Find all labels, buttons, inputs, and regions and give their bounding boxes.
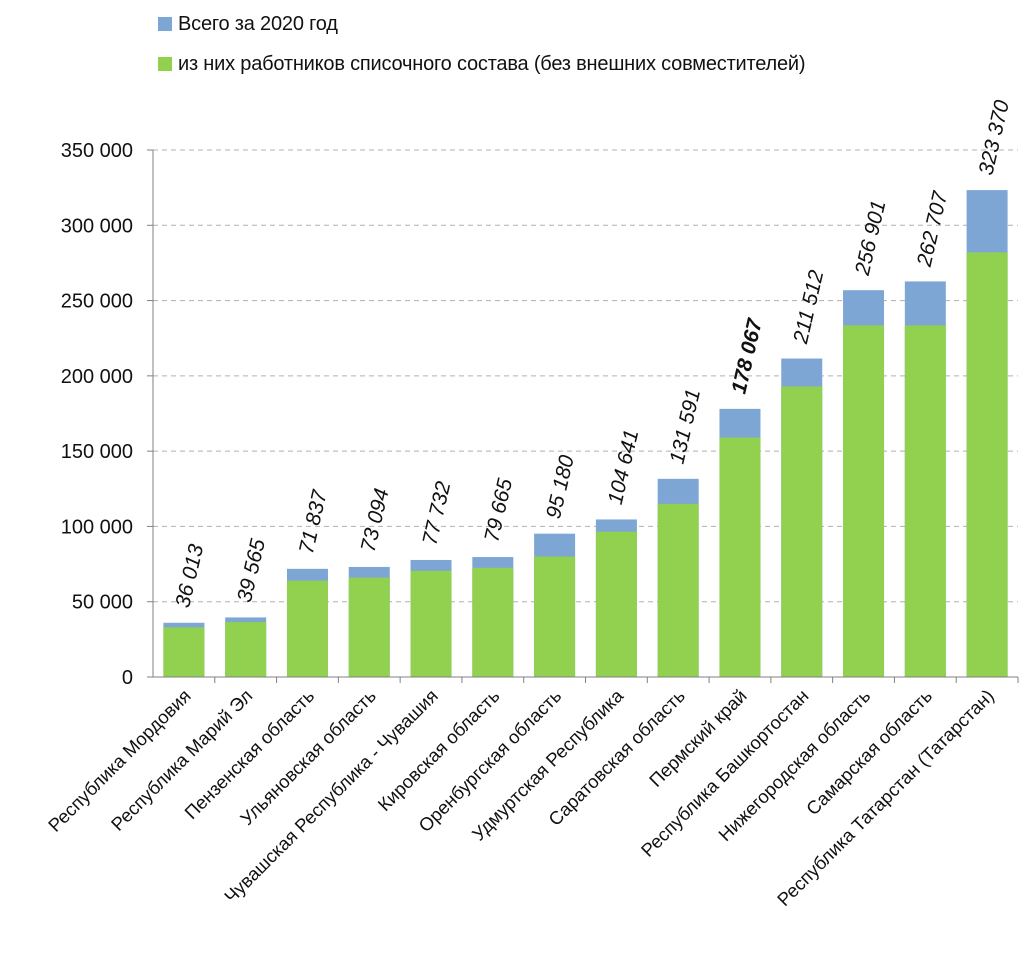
bar-staff [534,556,576,677]
y-tick-label: 300 000 [61,215,133,237]
bar-staff [657,503,699,677]
data-label: 262 707 [913,188,953,269]
data-label: 77 732 [418,479,455,547]
bar-staff [904,325,946,677]
data-labels: 36 013 39 565 71 837 73 094 77 732 79 665 95 1… [171,98,1014,610]
data-label: 71 837 [295,487,332,556]
y-tick-label: 0 [122,667,133,689]
bar-staff [472,567,514,677]
legend-item-staff: из них работников списочного состава (бе… [158,50,806,78]
y-tick-label: 350 000 [61,140,133,162]
y-tick-label: 200 000 [61,366,133,388]
data-label: 104 641 [604,427,643,506]
grid-lines [153,149,1018,603]
data-label: 73 094 [357,486,394,554]
legend-label-staff: из них работников списочного состава (бе… [178,52,806,75]
y-tick-label: 50 000 [72,592,133,614]
data-label: 178 067 [727,316,767,396]
y-tick-label: 100 000 [61,516,133,538]
bar-staff [286,580,328,677]
data-label: 211 512 [789,268,828,347]
bar-staff [966,252,1008,678]
bar-staff [225,622,267,677]
bar-staff [781,386,823,677]
data-label: 36 013 [171,542,208,610]
y-tick-label: 150 000 [61,441,133,463]
bar-staff [719,437,761,677]
bar-staff [843,325,885,677]
legend-label-total: Всего за 2020 год [178,12,338,35]
bar-staff [410,570,452,677]
data-label: 39 565 [233,536,270,604]
legend-swatch-total [158,17,172,31]
legend-swatch-staff [158,57,172,71]
chart-legend: Всего за 2020 год из них работников спис… [158,10,806,90]
y-axis: 0 50 000 100 000 150 000 200 000 250 000 300 0… [61,140,154,689]
x-category-label: Республика Татарстан (Татарстан) [773,685,998,910]
data-label: 79 665 [480,476,517,544]
bar-staff [595,531,637,677]
bars [163,190,1008,678]
data-label: 323 370 [975,98,1015,177]
bar-staff [163,627,205,677]
x-category-label: Кировская область [374,685,504,815]
y-tick-label: 250 000 [61,291,133,313]
legend-item-total: Всего за 2020 год [158,10,805,38]
data-label: 131 591 [666,387,705,466]
bar-staff [348,577,390,677]
data-label: 95 180 [542,453,579,521]
data-label: 256 901 [851,198,891,278]
